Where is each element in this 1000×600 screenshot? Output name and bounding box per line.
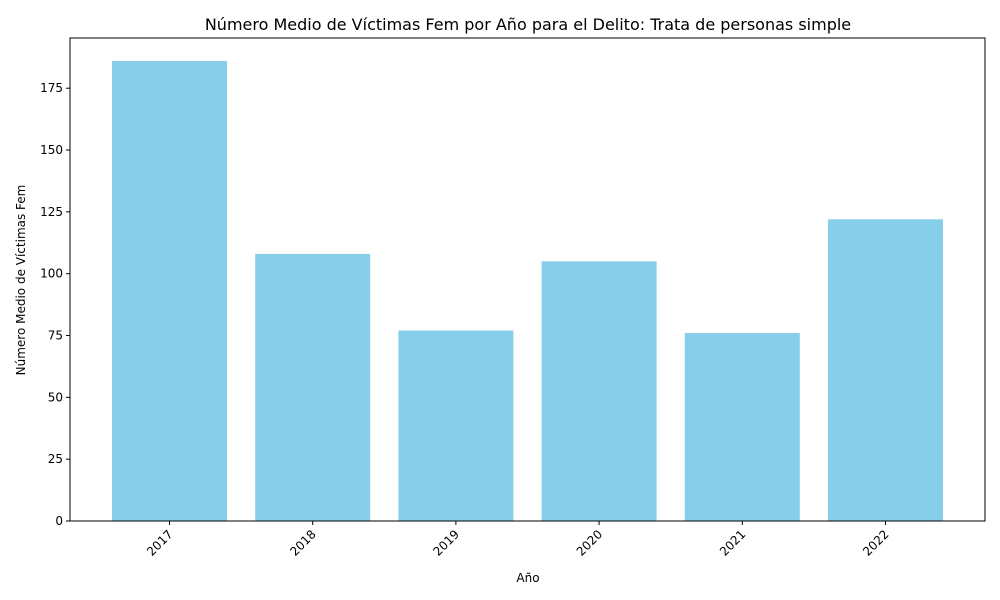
x-tick-label: 2019 [431,527,462,558]
x-tick-label: 2018 [287,527,318,558]
y-tick-label: 0 [55,514,63,528]
plot-frame [69,37,986,522]
x-tick-label: 2017 [144,527,175,558]
x-axis-label: Año [516,571,539,585]
bar-2022 [828,219,943,521]
y-tick-label: 25 [48,452,63,466]
bar-2021 [684,333,800,521]
y-tick-label: 150 [40,143,63,157]
bar-2020 [541,261,657,521]
y-axis-label: Número Medio de Víctimas Fem [14,185,28,376]
bars-group [112,61,943,521]
y-tick-label: 75 [48,329,63,343]
bar-2017 [112,61,227,521]
chart-title: Número Medio de Víctimas Fem por Año par… [205,15,851,34]
y-tick-label: 175 [40,81,63,95]
x-tick-label: 2020 [574,527,605,558]
y-tick-label: 100 [40,267,63,281]
y-tick-label: 125 [40,205,63,219]
bar-2019 [398,330,514,521]
x-tick-label: 2021 [717,527,748,558]
y-tick-label: 50 [48,390,63,404]
bar-2018 [255,253,371,521]
x-tick-label: 2022 [860,527,891,558]
y-axis-ticks: 0 25 50 75 100 125 150 175 [40,81,70,528]
x-axis-ticks: 2017 2018 2019 2020 2021 2022 [144,521,892,559]
